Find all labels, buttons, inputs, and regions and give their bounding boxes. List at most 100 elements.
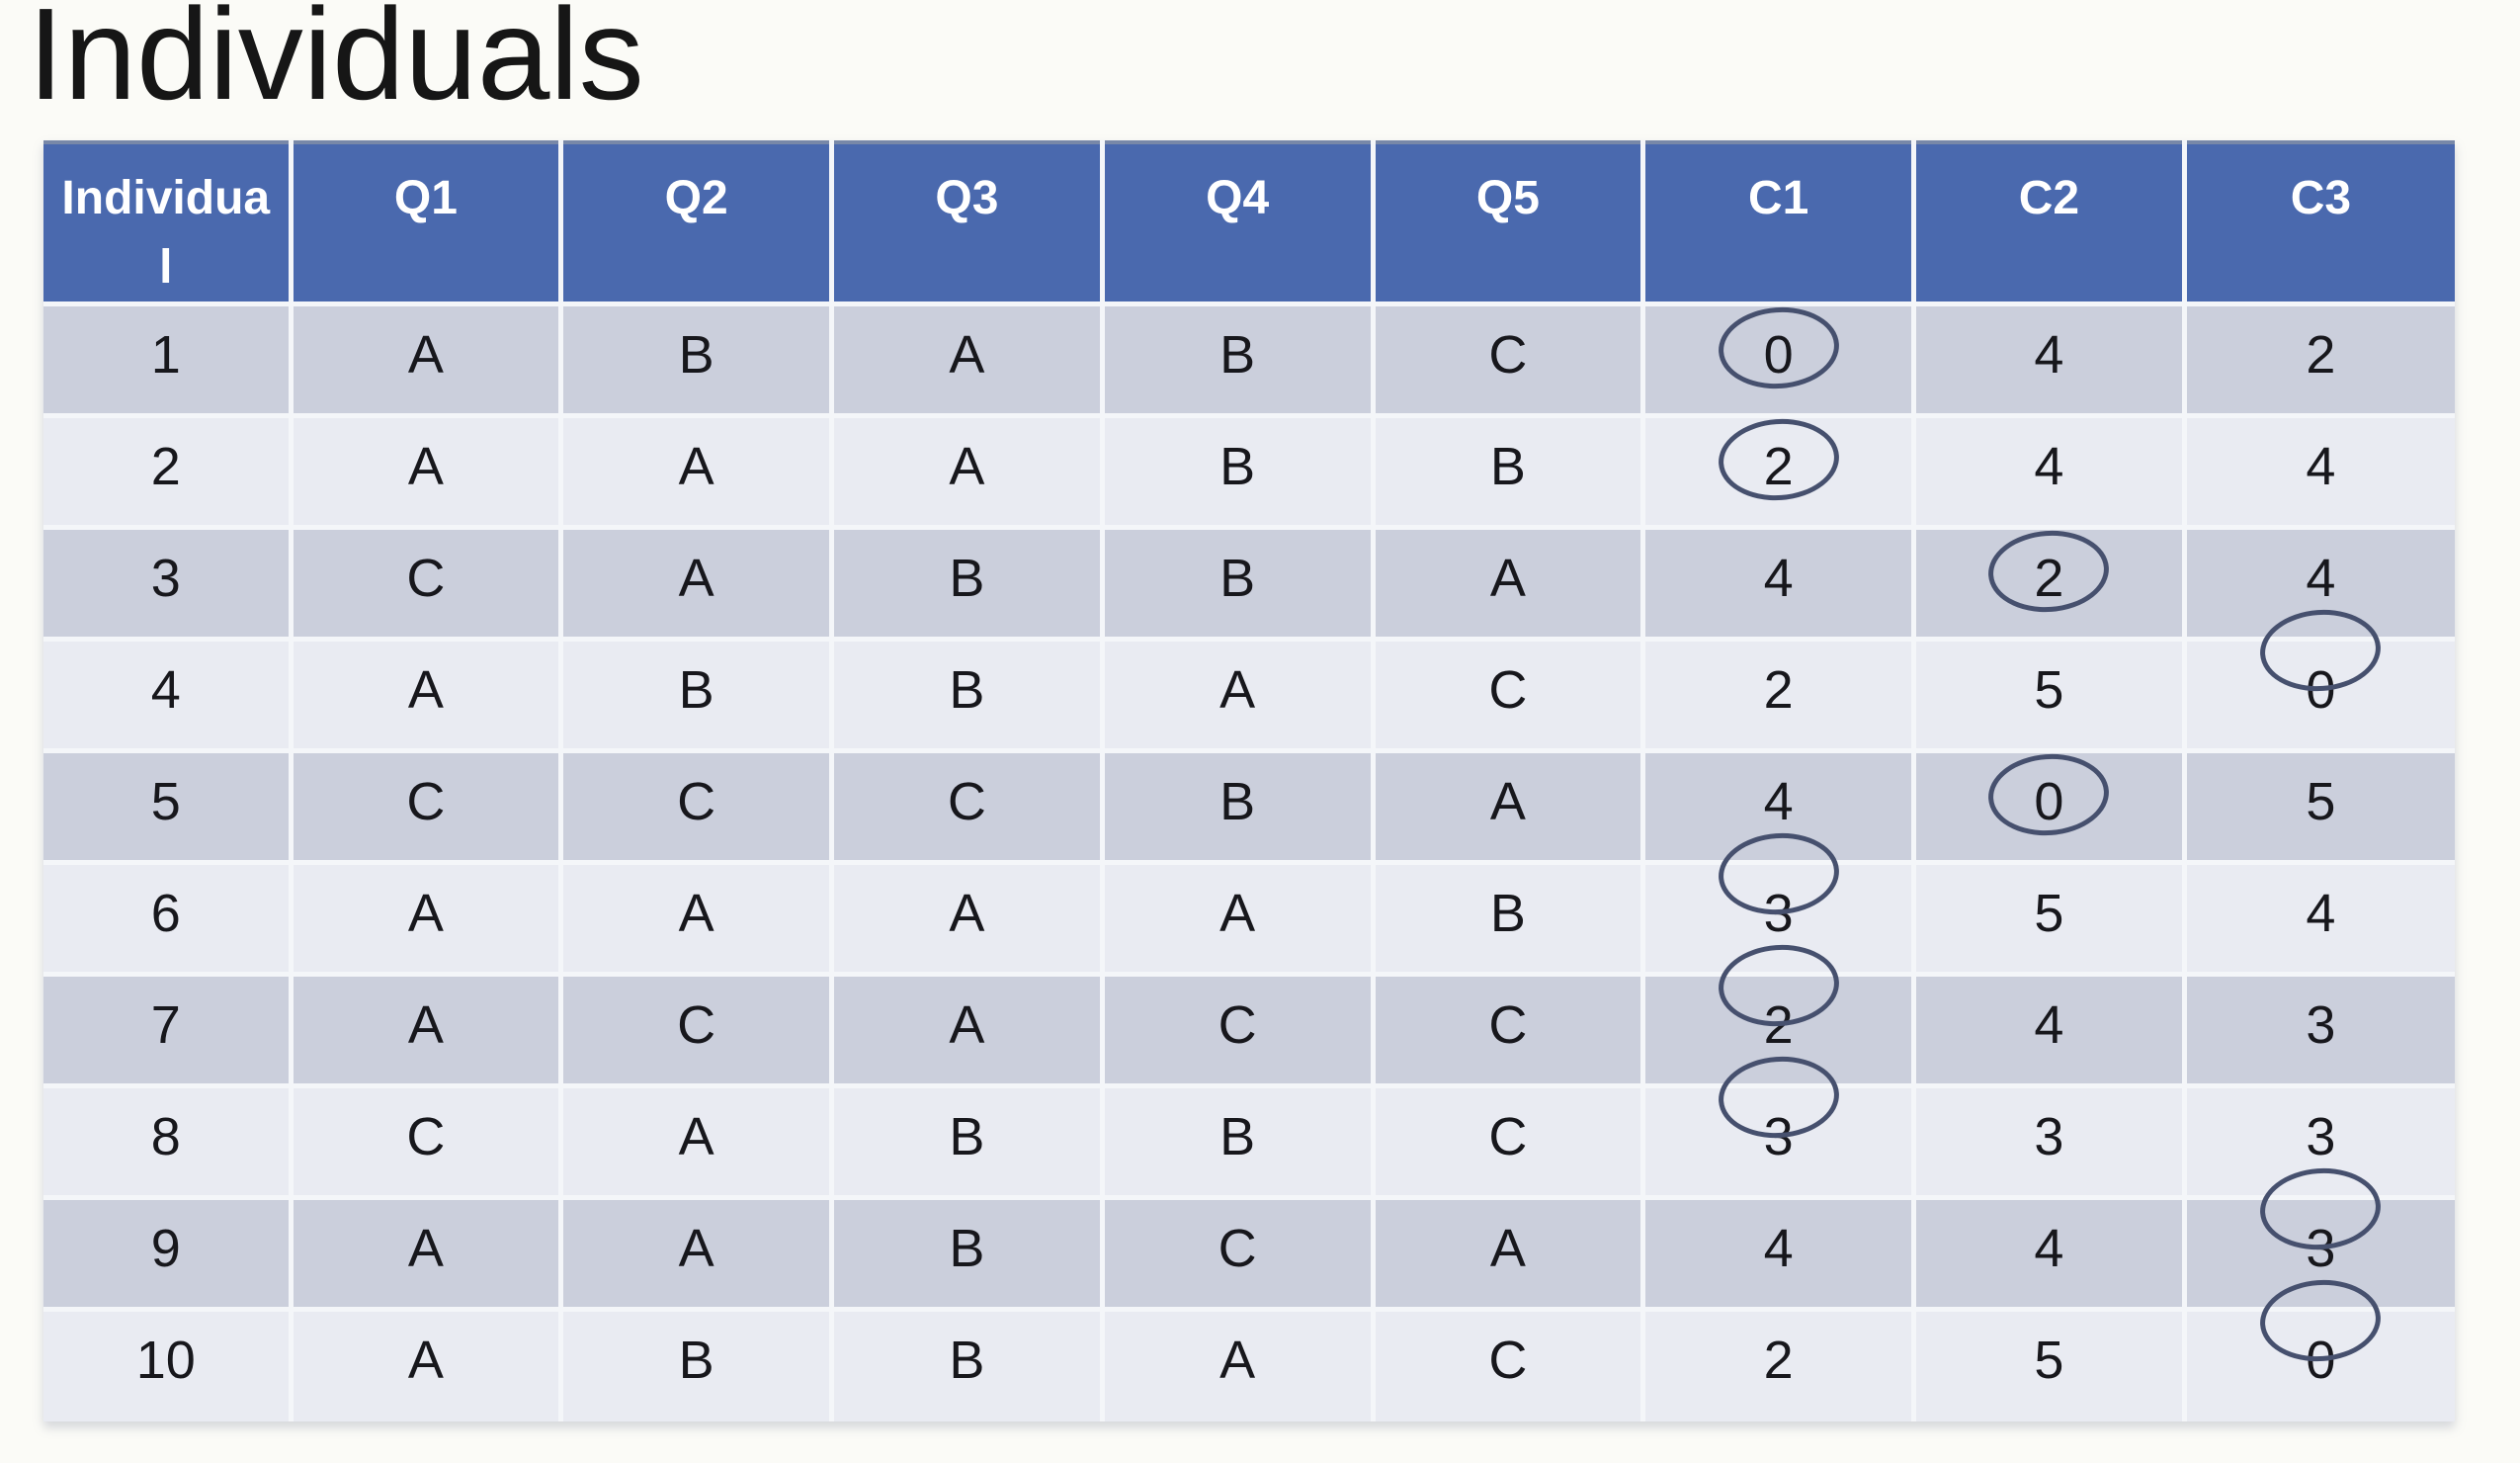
- data-cell: 0: [1640, 301, 1916, 419]
- cell-value: C: [677, 772, 716, 832]
- cell-content: B: [949, 552, 984, 605]
- cell-content: A: [408, 663, 444, 717]
- individual-number-cell: 2: [43, 413, 294, 531]
- cell-value: 8: [150, 1107, 181, 1167]
- cell-value: 0: [2034, 772, 2064, 832]
- cell-content: 4: [2304, 440, 2337, 493]
- page-title: Individuals: [28, 0, 644, 127]
- cell-content: 5: [149, 775, 183, 828]
- data-cell: 2: [1640, 637, 1916, 754]
- cell-content: 2: [149, 440, 183, 493]
- cell-value: 4: [2034, 1219, 2064, 1279]
- cell-value: A: [949, 437, 985, 497]
- cell-content: 2: [1985, 527, 2113, 617]
- cell-value: 4: [1763, 772, 1794, 832]
- column-header-q5: Q5: [1370, 140, 1646, 307]
- cell-content: B: [949, 1222, 984, 1275]
- cell-value: 3: [2306, 1219, 2336, 1279]
- cell-value: 4: [150, 660, 181, 721]
- data-cell: A: [1099, 637, 1376, 754]
- data-cell: 2: [1640, 1307, 1916, 1421]
- cell-value: 5: [2034, 884, 2064, 944]
- cell-content: A: [408, 1222, 444, 1275]
- data-cell: C: [1370, 637, 1646, 754]
- column-header-c1: C1: [1640, 140, 1916, 307]
- table-row: 4 A B B A C 2 5 0: [43, 606, 2455, 754]
- cell-value: C: [406, 772, 446, 832]
- cell-value: C: [406, 1107, 446, 1167]
- data-cell: A: [829, 413, 1105, 531]
- cell-value: 0: [2306, 1331, 2336, 1391]
- cell-value: A: [407, 325, 444, 386]
- cell-value: A: [407, 1219, 444, 1279]
- cell-content: 6: [149, 887, 183, 940]
- cell-value: 4: [2034, 437, 2064, 497]
- cell-value: C: [406, 549, 446, 609]
- data-cell: B: [829, 525, 1105, 643]
- cell-content: B: [1490, 440, 1526, 493]
- cell-value: 5: [2034, 660, 2064, 721]
- data-cell: B: [1099, 525, 1376, 643]
- cell-content: A: [1219, 663, 1255, 717]
- cell-value: 4: [2034, 995, 2064, 1056]
- data-cell: 4: [2181, 525, 2455, 643]
- cell-content: 4: [1762, 552, 1796, 605]
- table-row: 2 A A A B B 2 4 4: [43, 413, 2455, 531]
- cell-value: B: [678, 325, 714, 386]
- cell-value: B: [1219, 549, 1256, 609]
- data-cell: B: [1370, 413, 1646, 531]
- data-cell: B: [1370, 860, 1646, 978]
- cell-content: 2: [2304, 328, 2337, 382]
- cell-value: 6: [150, 884, 181, 944]
- cell-value: 0: [1763, 325, 1794, 386]
- cell-value: A: [1219, 1331, 1256, 1391]
- cell-content: 10: [136, 1334, 196, 1387]
- data-cell: 2: [2181, 301, 2455, 419]
- cell-value: B: [949, 660, 985, 721]
- data-cell: C: [1370, 1307, 1646, 1421]
- data-cell: 4: [2181, 860, 2455, 978]
- cell-value: A: [1489, 772, 1526, 832]
- data-cell: B: [558, 637, 834, 754]
- cell-value: 5: [2034, 1331, 2064, 1391]
- data-cell: 4: [1640, 748, 1916, 866]
- cell-content: 2: [1715, 415, 1842, 505]
- data-cell: 4: [1640, 1195, 1916, 1313]
- cell-content: 4: [2032, 1222, 2065, 1275]
- cell-content: B: [949, 663, 984, 717]
- cell-content: A: [408, 887, 444, 940]
- cell-value: A: [678, 884, 714, 944]
- cell-value: 3: [2306, 995, 2336, 1056]
- cell-content: 4: [149, 663, 183, 717]
- cell-value: A: [949, 995, 985, 1056]
- table-row: 10 A B B A C 2 5 0: [43, 1276, 2455, 1421]
- cell-value: B: [949, 1331, 985, 1391]
- cell-value: 3: [1763, 884, 1794, 944]
- cell-content: A: [679, 552, 714, 605]
- cell-content: B: [679, 1334, 714, 1387]
- data-cell: B: [829, 1083, 1105, 1201]
- data-cell: 0: [1911, 748, 2187, 866]
- cell-value: 10: [135, 1331, 196, 1391]
- cell-content: 4: [1762, 1222, 1796, 1275]
- cell-content: 9: [149, 1222, 183, 1275]
- data-cell: B: [1099, 1083, 1376, 1201]
- individual-number-cell: 3: [43, 525, 294, 643]
- column-header-q4: Q4: [1099, 140, 1376, 307]
- data-cell: A: [1099, 860, 1376, 978]
- cell-content: 4: [1762, 775, 1796, 828]
- column-header-c3: C3: [2181, 140, 2455, 307]
- cell-content: A: [408, 440, 444, 493]
- cell-value: B: [678, 660, 714, 721]
- cell-value: 9: [150, 1219, 181, 1279]
- cell-content: A: [949, 328, 984, 382]
- table-row: 6 A A A A B 3 5 4: [43, 829, 2455, 978]
- cell-value: A: [1219, 884, 1256, 944]
- data-cell: 2: [1911, 525, 2187, 643]
- individual-number-cell: 6: [43, 860, 294, 978]
- cell-content: B: [1219, 440, 1255, 493]
- data-cell: A: [558, 413, 834, 531]
- cell-value: 2: [2034, 549, 2064, 609]
- data-cell: A: [829, 972, 1105, 1089]
- data-cell: C: [288, 1083, 564, 1201]
